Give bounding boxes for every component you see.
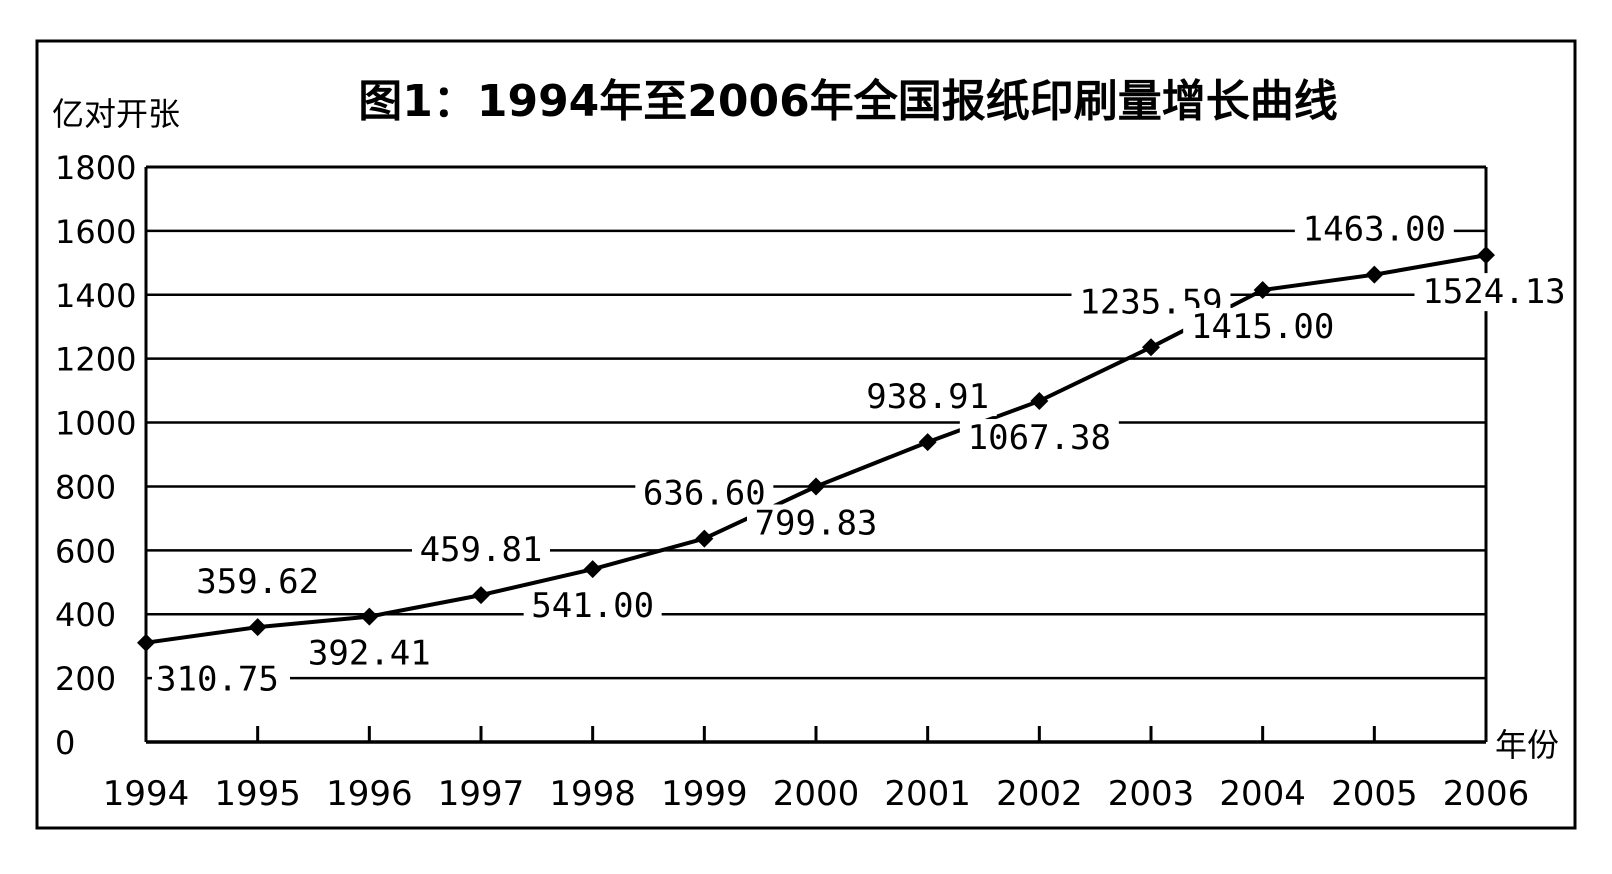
- y-tick-label-800: 800: [55, 468, 116, 506]
- data-label-bg-1997: [412, 531, 550, 570]
- data-label-bg-2001: [858, 378, 997, 417]
- x-tick-label-2003: 2003: [1108, 774, 1195, 814]
- x-tick-label-1996: 1996: [326, 774, 413, 814]
- data-label-bg-2000: [747, 504, 885, 543]
- x-tick-label-1999: 1999: [661, 774, 748, 814]
- data-label-2001: 938.91: [866, 377, 989, 417]
- data-labels: 310.75 359.62 392.41 459.81 541.00 636.60799.…: [152, 210, 1574, 700]
- y-tick-label-400: 400: [55, 596, 116, 634]
- data-label-2002: 1067.38: [968, 418, 1111, 458]
- data-point-1995: [248, 618, 267, 637]
- data-label-bg-1994: [152, 660, 290, 699]
- data-label-bg-2006: [1414, 273, 1574, 312]
- data-label-1999: 636.60: [643, 474, 766, 514]
- axes: [144, 165, 1488, 744]
- data-label-1998: 541.00: [531, 586, 654, 626]
- data-label-bg-1995: [188, 563, 327, 602]
- data-point-1994: [137, 633, 155, 652]
- data-point-2004: [1253, 280, 1272, 299]
- data-label-2000: 799.83: [755, 503, 878, 543]
- x-tick-label-1994: 1994: [103, 774, 190, 814]
- data-point-2000: [807, 477, 825, 496]
- y-tick-label-1400: 1400: [55, 277, 136, 315]
- chart-title: 图1：1994年至2006年全国报纸印刷量增长曲线: [358, 76, 1338, 127]
- y-tick-label-0: 0: [55, 724, 75, 762]
- data-point-1999: [695, 529, 714, 548]
- data-point-1998: [583, 560, 602, 579]
- x-tick-label-2001: 2001: [884, 774, 971, 814]
- y-tick-label-600: 600: [55, 532, 116, 570]
- x-tick-labels: 1994 1995 1996 1997 1998 1999 2000 2001 2002 2003…: [103, 774, 1530, 814]
- data-point-2002: [1030, 392, 1049, 411]
- data-point-2005: [1365, 265, 1384, 284]
- x-tick-label-1997: 1997: [438, 774, 525, 814]
- data-point-1996: [360, 607, 379, 626]
- x-tick-label-2004: 2004: [1219, 774, 1306, 814]
- y-axis-label: 亿对开张: [52, 95, 180, 133]
- y-tick-label-1000: 1000: [55, 405, 136, 443]
- data-points: [137, 246, 1495, 652]
- data-point-2006: [1477, 246, 1495, 265]
- x-axis-label: 年份: [1495, 726, 1559, 764]
- data-point-2003: [1142, 338, 1160, 357]
- data-point-1997: [472, 586, 490, 605]
- y-tick-label-1200: 1200: [55, 341, 136, 379]
- x-tick-label-2005: 2005: [1331, 774, 1418, 814]
- data-label-2005: 1463.00: [1303, 210, 1446, 250]
- data-label-2004: 1415.00: [1191, 307, 1334, 347]
- x-tick-label-2002: 2002: [996, 774, 1083, 814]
- data-label-bg-1998: [523, 587, 662, 626]
- y-tick-label-200: 200: [55, 660, 116, 698]
- data-label-bg-2004: [1183, 307, 1343, 346]
- data-label-1995: 359.62: [196, 562, 319, 602]
- outer-border: [35, 39, 1577, 830]
- data-label-bg-2002: [959, 419, 1119, 458]
- data-label-bg-2005: [1294, 210, 1454, 249]
- x-tick-label-2006: 2006: [1443, 774, 1530, 814]
- y-tick-labels: 0 200 400 600 800 1000 1200 1400 1600 1800: [55, 149, 136, 762]
- x-tick-label-1998: 1998: [549, 774, 636, 814]
- data-point-2001: [918, 433, 937, 452]
- x-tick-label-2000: 2000: [773, 774, 860, 814]
- x-tick-label-1995: 1995: [214, 774, 301, 814]
- data-label-1996: 392.41: [308, 634, 431, 674]
- data-label-1994: 310.75: [156, 660, 279, 700]
- data-label-bg-1996: [300, 634, 439, 673]
- data-label-1997: 459.81: [420, 530, 543, 570]
- y-tick-label-1800: 1800: [55, 149, 136, 187]
- data-label-2006: 1524.13: [1422, 272, 1565, 312]
- y-tick-label-1600: 1600: [55, 213, 136, 251]
